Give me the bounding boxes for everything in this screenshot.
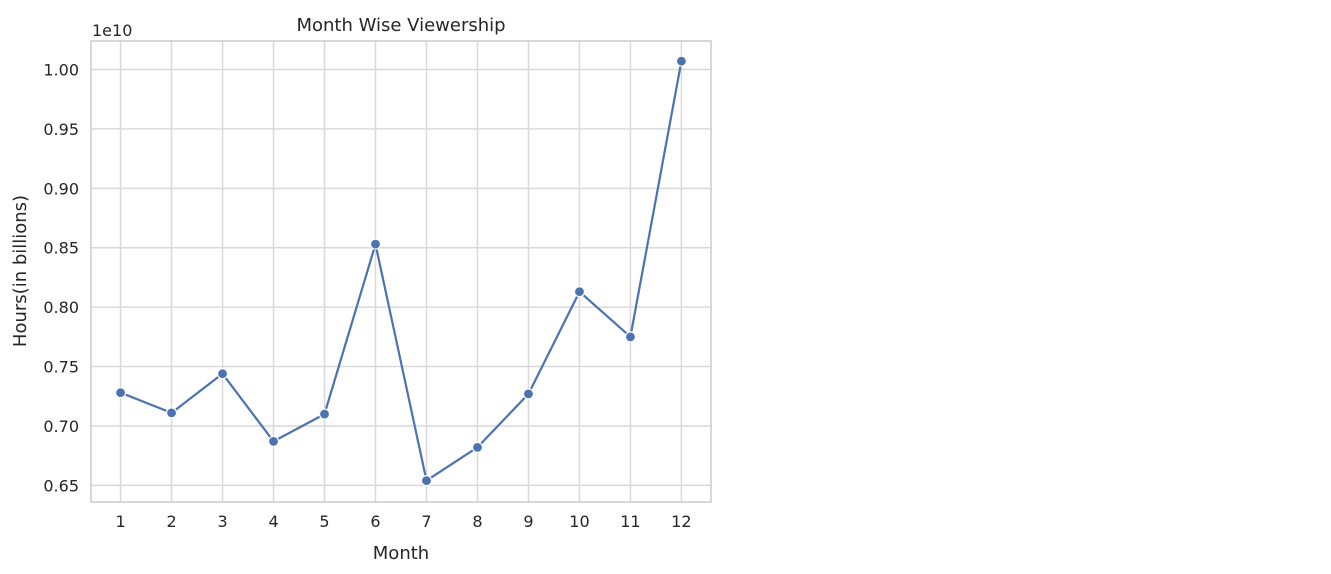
y-tick-label: 1.00	[43, 61, 79, 80]
x-tick-label: 8	[472, 512, 482, 531]
data-point-marker	[675, 55, 688, 67]
x-tick-label: 9	[523, 512, 533, 531]
y-tick-label: 0.65	[43, 476, 79, 495]
y-tick-labels: 0.65 0.70 0.75 0.80 0.85 0.90 0.95 1.00	[43, 61, 79, 496]
x-tick-label: 12	[671, 512, 691, 531]
y-tick-label: 0.80	[43, 298, 79, 317]
x-tick-label: 4	[268, 512, 278, 531]
data-point-marker	[522, 388, 535, 400]
chart-title: Month Wise Viewership	[296, 15, 505, 36]
data-point-marker	[216, 368, 229, 380]
data-point-marker	[318, 408, 331, 420]
y-tick-label: 0.85	[43, 239, 79, 258]
viewership-series-markers	[114, 55, 688, 487]
x-tick-label: 6	[370, 512, 380, 531]
plot-background	[91, 41, 711, 502]
y-tick-label: 0.70	[43, 417, 79, 436]
data-point-marker	[573, 286, 586, 298]
y-tick-label: 0.90	[43, 179, 79, 198]
x-tick-label: 2	[166, 512, 176, 531]
x-tick-label: 10	[569, 512, 589, 531]
y-axis-offset-label: 1e10	[92, 21, 132, 40]
x-tick-label: 7	[421, 512, 431, 531]
x-gridlines	[119, 41, 683, 502]
data-point-marker	[114, 387, 127, 399]
data-point-marker	[624, 331, 637, 343]
x-axis-label: Month	[373, 543, 429, 564]
data-point-marker	[471, 441, 484, 453]
y-gridlines	[91, 68, 711, 487]
data-point-marker	[369, 238, 382, 250]
y-tick-label: 0.95	[43, 120, 79, 139]
plot-frame	[90, 40, 712, 503]
x-tick-label: 11	[620, 512, 640, 531]
viewership-series-line	[120, 60, 683, 482]
x-tick-label: 5	[319, 512, 329, 531]
x-tick-labels: 1 2 3 4 5 6 7 8 9 10 11 12	[115, 512, 691, 531]
data-point-marker	[420, 475, 433, 487]
y-tick-label: 0.75	[43, 358, 79, 377]
y-axis-label: Hours(in billions)	[10, 195, 31, 347]
x-tick-label: 1	[115, 512, 125, 531]
data-point-marker	[267, 435, 280, 448]
data-point-marker	[165, 407, 178, 419]
x-tick-label: 3	[217, 512, 227, 531]
